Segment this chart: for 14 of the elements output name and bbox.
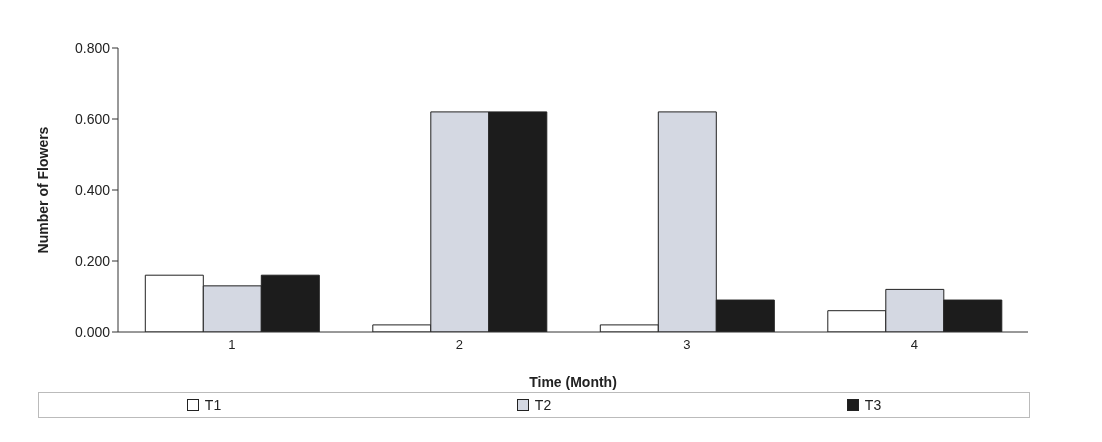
y-tick-label: 0.000 — [74, 323, 111, 340]
y-axis-title: Number of Flowers — [34, 126, 51, 254]
x-axis-title: Time (Month) — [529, 374, 617, 390]
x-tick-label: 4 — [910, 337, 918, 353]
x-tick-label: 3 — [683, 337, 691, 353]
y-tick-label: 0.400 — [74, 181, 111, 198]
x-tick-label: 1 — [228, 337, 236, 353]
legend-label: T2 — [534, 397, 552, 413]
x-tick-label: 2 — [455, 337, 463, 353]
legend-label: T3 — [864, 397, 882, 413]
legend-label: T1 — [204, 397, 222, 413]
y-tick-label: 0.600 — [74, 110, 111, 127]
y-tick-label: 0.200 — [74, 252, 111, 269]
y-tick-label: 0.800 — [74, 39, 111, 56]
